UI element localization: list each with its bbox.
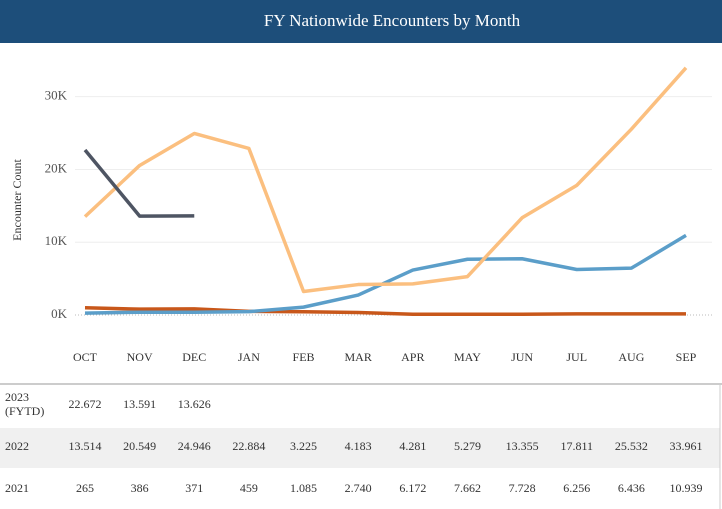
table-cell: 24.946	[178, 439, 211, 453]
table-cell: 22.884	[232, 439, 265, 453]
table-cell: 4.183	[345, 439, 372, 453]
y-tick-label: 0K	[51, 306, 68, 321]
table-cell: 6.256	[563, 481, 590, 495]
series-line	[83, 66, 688, 294]
table-row-band	[0, 428, 720, 468]
x-tick-label: MAY	[454, 350, 481, 364]
table-cell: 1.085	[290, 481, 317, 495]
table-cell: 22.672	[69, 397, 102, 411]
table-row-label: 2021	[5, 481, 29, 495]
y-tick-label: 10K	[45, 233, 68, 248]
table-cell: 33.961	[670, 439, 703, 453]
table-row-label: 2023 (FYTD)	[5, 390, 44, 418]
table-cell: 13.514	[69, 439, 102, 453]
table-cell: 4.281	[399, 439, 426, 453]
x-tick-label: SEP	[676, 350, 697, 364]
table-cell: 10.939	[670, 481, 703, 495]
table-row-label: 2022	[5, 439, 29, 453]
table-cell: 13.591	[123, 397, 156, 411]
table-cell: 7.662	[454, 481, 481, 495]
x-tick-label: JAN	[238, 350, 260, 364]
x-tick-label: APR	[401, 350, 424, 364]
y-axis-label: Encounter Count	[10, 159, 24, 241]
y-tick-label: 30K	[45, 88, 68, 103]
table-cell: 13.626	[178, 397, 211, 411]
table-cell: 6.172	[399, 481, 426, 495]
x-tick-label: NOV	[127, 350, 153, 364]
chart-title: FY Nationwide Encounters by Month	[264, 11, 521, 30]
y-tick-label: 20K	[45, 160, 68, 175]
table-cell: 386	[131, 481, 149, 495]
x-tick-label: OCT	[73, 350, 98, 364]
x-tick-label: JUN	[511, 350, 533, 364]
table-cell: 25.532	[615, 439, 648, 453]
table-cell: 13.355	[506, 439, 539, 453]
series-line	[84, 233, 687, 315]
x-tick-label: MAR	[345, 350, 372, 364]
table-cell: 371	[185, 481, 203, 495]
x-tick-label: JUL	[566, 350, 587, 364]
table-cell: 17.811	[560, 439, 593, 453]
series-line	[83, 148, 195, 218]
table-cell: 2.740	[345, 481, 372, 495]
table-cell: 20.549	[123, 439, 156, 453]
table-cell: 265	[76, 481, 94, 495]
table-cell: 5.279	[454, 439, 481, 453]
table-cell: 7.728	[509, 481, 536, 495]
series-line	[84, 305, 686, 317]
table-cell: 6.436	[618, 481, 645, 495]
x-tick-label: AUG	[618, 350, 644, 364]
table-cell: 3.225	[290, 439, 317, 453]
table-cell: 459	[240, 481, 258, 495]
x-tick-label: FEB	[293, 350, 315, 364]
title-bar	[0, 0, 722, 43]
x-tick-label: DEC	[182, 350, 206, 364]
